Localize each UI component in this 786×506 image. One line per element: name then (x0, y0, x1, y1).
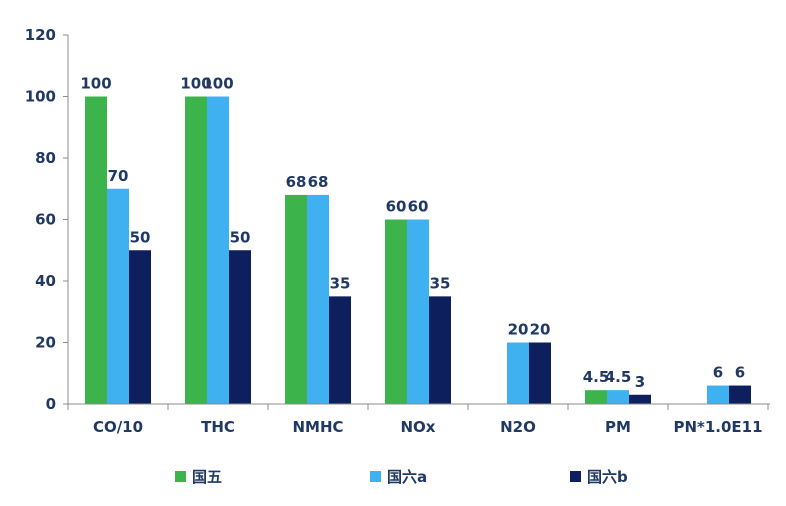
y-axis: 0 20 40 60 80 100 120 (25, 26, 69, 413)
bars (85, 96, 751, 404)
x-tick-label: NMHC (292, 418, 343, 436)
bar (129, 250, 151, 404)
x-tick-label: PM (605, 418, 631, 436)
bar (285, 194, 307, 404)
y-tick-label: 0 (46, 395, 56, 413)
bar (607, 390, 629, 404)
bar (185, 96, 207, 404)
x-tick-label: PN*1.0E11 (673, 418, 762, 436)
y-tick-label: 40 (35, 272, 56, 290)
data-label: 70 (108, 167, 129, 185)
data-label: 20 (508, 321, 529, 339)
x-tick-label: THC (201, 418, 235, 436)
bar (629, 394, 651, 404)
data-label: 20 (530, 321, 551, 339)
data-label: 68 (286, 173, 307, 191)
y-tick-label: 60 (35, 211, 56, 229)
legend-swatch (175, 471, 186, 482)
x-axis: CO/10 THC NMHC NOx N2O PM PN*1.0E11 (67, 403, 770, 436)
data-label: 3 (635, 373, 645, 391)
x-tick-label: CO/10 (93, 418, 143, 436)
legend-label: 国六b (587, 468, 628, 486)
data-label: 4.5 (605, 368, 632, 386)
data-label: 100 (202, 75, 233, 93)
legend-swatch (370, 471, 381, 482)
data-label: 4.5 (583, 368, 610, 386)
bar (107, 188, 129, 404)
bar (729, 385, 751, 404)
legend-label: 国六a (387, 468, 427, 486)
x-tick-label: NOx (401, 418, 436, 436)
bar (385, 219, 407, 404)
bar (207, 96, 229, 404)
bar (429, 296, 451, 404)
data-label: 50 (230, 228, 251, 246)
legend: 国五 国六a 国六b (175, 468, 628, 486)
bar (407, 219, 429, 404)
bar (329, 296, 351, 404)
data-label: 60 (386, 198, 407, 216)
y-tick-label: 80 (35, 149, 56, 167)
y-tick-label: 100 (25, 88, 56, 106)
bar (229, 250, 251, 404)
x-tick-label: N2O (500, 418, 536, 436)
bar (707, 385, 729, 404)
data-label: 35 (430, 274, 451, 292)
bar (507, 342, 529, 404)
data-label: 50 (130, 228, 151, 246)
y-tick-label: 20 (35, 334, 56, 352)
legend-swatch (570, 471, 581, 482)
data-label: 68 (308, 173, 329, 191)
data-label: 60 (408, 198, 429, 216)
data-label: 35 (330, 274, 351, 292)
data-label: 100 (180, 75, 211, 93)
bar (307, 194, 329, 404)
data-label: 6 (713, 364, 723, 382)
legend-label: 国五 (192, 468, 222, 486)
bar (85, 96, 107, 404)
bar (585, 390, 607, 404)
y-tick-label: 120 (25, 26, 56, 44)
data-label: 100 (80, 75, 111, 93)
data-label: 6 (735, 364, 745, 382)
bar (529, 342, 551, 404)
